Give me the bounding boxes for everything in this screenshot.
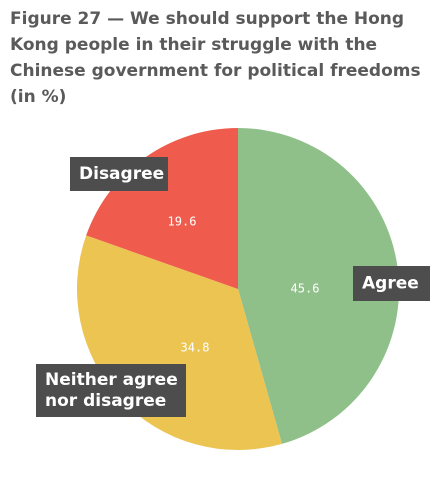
slice-value-label: 45.6	[291, 282, 320, 296]
callout-box	[353, 266, 430, 301]
slice-value-label: 34.8	[181, 341, 210, 355]
callout-box	[36, 364, 186, 417]
callout-label: Disagree	[79, 164, 164, 184]
callout-label: nor disagree	[45, 391, 166, 411]
slice-callout: Disagree	[70, 157, 168, 191]
callout-label: Agree	[362, 274, 419, 294]
callout-label: Neither agree	[45, 370, 178, 390]
callout-box	[70, 157, 168, 191]
pie-slice-disagree	[86, 128, 239, 289]
slice-values: 45.6 34.8 19.6	[168, 215, 320, 355]
slice-value-label: 19.6	[168, 215, 197, 229]
slice-callout: Agree	[353, 266, 430, 301]
pie-slice-agree	[238, 128, 400, 444]
chart-title: Figure 27 — We should support the Hong K…	[10, 9, 421, 107]
